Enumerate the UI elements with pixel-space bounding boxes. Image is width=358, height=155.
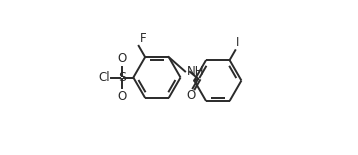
Text: Cl: Cl [98, 71, 110, 84]
Text: O: O [187, 89, 196, 102]
Text: F: F [139, 32, 146, 45]
Text: I: I [236, 36, 240, 49]
Text: S: S [118, 71, 126, 84]
Text: NH: NH [187, 65, 204, 78]
Text: O: O [117, 90, 126, 103]
Text: O: O [117, 52, 126, 65]
